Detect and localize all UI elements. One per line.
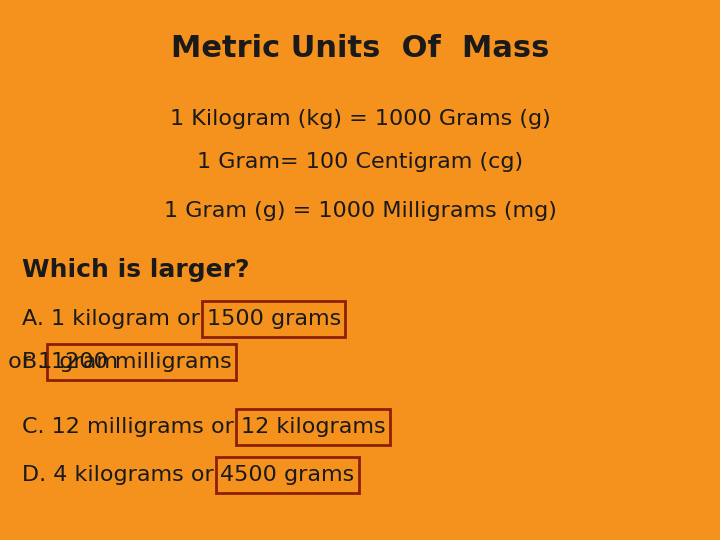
Text: B.: B.	[22, 352, 51, 372]
FancyBboxPatch shape	[202, 300, 345, 337]
Text: 1500 grams: 1500 grams	[207, 308, 341, 329]
Text: Which is larger?: Which is larger?	[22, 258, 249, 282]
Text: 1 Gram (g) = 1000 Milligrams (mg): 1 Gram (g) = 1000 Milligrams (mg)	[163, 200, 557, 221]
FancyBboxPatch shape	[216, 457, 359, 494]
Text: 4500 grams: 4500 grams	[220, 465, 355, 485]
Text: Metric Units  Of  Mass: Metric Units Of Mass	[171, 34, 549, 63]
Text: 1 Gram= 100 Centigram (cg): 1 Gram= 100 Centigram (cg)	[197, 152, 523, 172]
Text: A. 1 kilogram or: A. 1 kilogram or	[22, 308, 207, 329]
FancyBboxPatch shape	[47, 343, 236, 380]
Text: 1 Kilogram (kg) = 1000 Grams (g): 1 Kilogram (kg) = 1000 Grams (g)	[170, 109, 550, 129]
Text: C. 12 milligrams or: C. 12 milligrams or	[22, 416, 240, 437]
Text: D. 4 kilograms or: D. 4 kilograms or	[22, 465, 220, 485]
Text: or 1 gram: or 1 gram	[1, 352, 118, 372]
Text: 12 kilograms: 12 kilograms	[240, 416, 385, 437]
Text: 1200 milligrams: 1200 milligrams	[51, 352, 232, 372]
FancyBboxPatch shape	[236, 408, 390, 445]
